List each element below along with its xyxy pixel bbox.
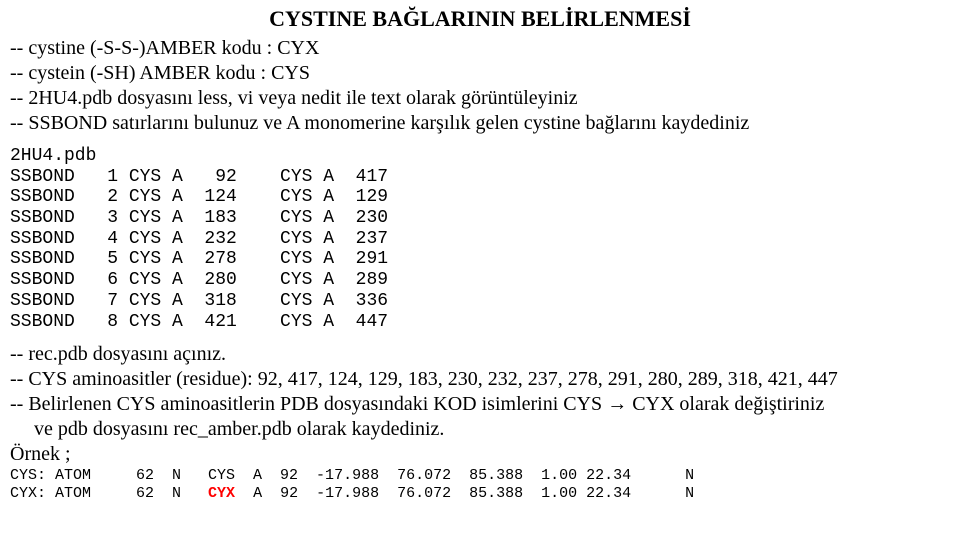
intro-line-3: -- 2HU4.pdb dosyasını less, vi veya nedi… <box>10 86 950 111</box>
example-cys-label: CYS: <box>10 467 46 484</box>
example-cyx-red: CYX <box>208 485 235 502</box>
ssbond-header: 2HU4.pdb <box>10 146 950 167</box>
rec-line-3: -- Belirlenen CYS aminoasitlerin PDB dos… <box>10 392 950 417</box>
example-label: Örnek ; <box>10 442 950 467</box>
ssbond-row: SSBOND 7 CYS A 318 CYS A 336 <box>10 291 950 312</box>
rec-line-1: -- rec.pdb dosyasını açınız. <box>10 342 950 367</box>
rec-line-3b: CYX olarak değiştiriniz <box>627 393 824 415</box>
ssbond-row: SSBOND 6 CYS A 280 CYS A 289 <box>10 270 950 291</box>
ssbond-row: SSBOND 3 CYS A 183 CYS A 230 <box>10 208 950 229</box>
example-cys-row: CYS: ATOM 62 N CYS A 92 -17.988 76.072 8… <box>10 467 950 485</box>
rec-line-2: -- CYS aminoasitler (residue): 92, 417, … <box>10 367 950 392</box>
arrow-icon: → <box>607 393 627 415</box>
ssbond-row: SSBOND 4 CYS A 232 CYS A 237 <box>10 229 950 250</box>
ssbond-row: SSBOND 8 CYS A 421 CYS A 447 <box>10 312 950 333</box>
example-cyx-label: CYX: <box>10 485 46 502</box>
ssbond-row: SSBOND 1 CYS A 92 CYS A 417 <box>10 167 950 188</box>
page-title: CYSTINE BAĞLARININ BELİRLENMESİ <box>10 6 950 32</box>
example-cyx-post: A 92 -17.988 76.072 85.388 1.00 22.34 N <box>235 485 694 502</box>
intro-line-4: -- SSBOND satırlarını bulunuz ve A monom… <box>10 111 950 136</box>
ssbond-row: SSBOND 5 CYS A 278 CYS A 291 <box>10 249 950 270</box>
intro-line-2: -- cystein (-SH) AMBER kodu : CYS <box>10 61 950 86</box>
example-cyx-pre: ATOM 62 N <box>46 485 208 502</box>
intro-line-1: -- cystine (-S-S-)AMBER kodu : CYX <box>10 36 950 61</box>
ssbond-row: SSBOND 2 CYS A 124 CYS A 129 <box>10 187 950 208</box>
rec-line-3a: -- Belirlenen CYS aminoasitlerin PDB dos… <box>10 393 607 415</box>
example-cyx-row: CYX: ATOM 62 N CYX A 92 -17.988 76.072 8… <box>10 485 950 503</box>
example-cys-line: ATOM 62 N CYS A 92 -17.988 76.072 85.388… <box>46 467 694 484</box>
rec-line-4: ve pdb dosyasını rec_amber.pdb olarak ka… <box>10 417 950 442</box>
